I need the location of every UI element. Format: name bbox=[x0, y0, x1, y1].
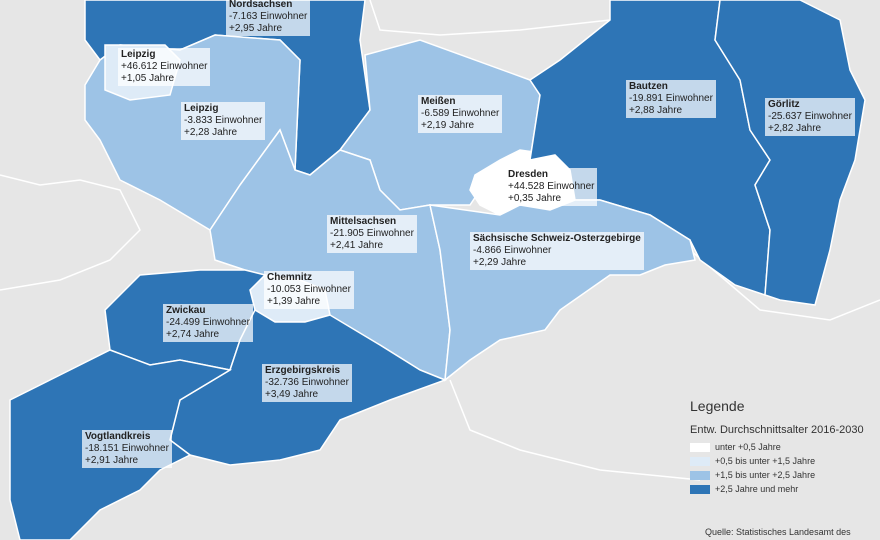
border-line bbox=[0, 174, 141, 291]
region-age: +2,41 Jahre bbox=[330, 240, 384, 251]
region-population: -4.866 Einwohner bbox=[473, 245, 552, 256]
region-label: Vogtlandkreis -18.151 Einwohner +2,91 Jahr… bbox=[82, 430, 172, 468]
region-label: Dresden +44.528 Einwohner +0,35 Jahre bbox=[505, 168, 598, 206]
border-line bbox=[449, 379, 701, 481]
legend-swatch bbox=[690, 484, 710, 494]
region-name: Nordsachsen bbox=[229, 0, 293, 10]
region-age: +2,82 Jahre bbox=[768, 123, 822, 134]
region-age: +2,74 Jahre bbox=[166, 329, 220, 340]
region-label: Erzgebirgskreis -32.736 Einwohner +3,49 Ja… bbox=[262, 364, 352, 402]
region-population: -19.891 Einwohner bbox=[629, 93, 713, 104]
region-age: +2,95 Jahre bbox=[229, 23, 283, 34]
legend-swatch bbox=[690, 456, 710, 466]
legend-items: unter +0,5 Jahre +0,5 bis unter +1,5 Jahr… bbox=[690, 440, 880, 496]
region-age: +2,88 Jahre bbox=[629, 105, 683, 116]
region-age: +3,49 Jahre bbox=[265, 389, 319, 400]
region-population: -6.589 Einwohner bbox=[421, 108, 500, 119]
legend: Legende Entw. Durchschnittsalter 2016-20… bbox=[690, 398, 880, 496]
region-label: Nordsachsen -7.163 Einwohner +2,95 Jahre bbox=[226, 0, 311, 36]
region-population: -3.833 Einwohner bbox=[184, 115, 263, 126]
legend-item: +0,5 bis unter +1,5 Jahre bbox=[690, 454, 880, 468]
legend-item: +1,5 bis unter +2,5 Jahre bbox=[690, 468, 880, 482]
region-name: Meißen bbox=[421, 96, 456, 107]
region-name: Leipzig bbox=[121, 49, 156, 60]
region-label: Zwickau -24.499 Einwohner +2,74 Jahre bbox=[163, 304, 253, 342]
region-age: +0,35 Jahre bbox=[508, 193, 562, 204]
legend-label: +1,5 bis unter +2,5 Jahre bbox=[715, 470, 816, 480]
region-age: +1,05 Jahre bbox=[121, 73, 175, 84]
region-label: Sächsische Schweiz-Osterzgebirge -4.866 E… bbox=[470, 232, 644, 270]
region-population: -25.637 Einwohner bbox=[768, 111, 852, 122]
region-label: Meißen -6.589 Einwohner +2,19 Jahre bbox=[418, 95, 503, 133]
region-name: Sächsische Schweiz-Osterzgebirge bbox=[473, 233, 641, 244]
region-population: +44.528 Einwohner bbox=[508, 181, 595, 192]
region-label: Leipzig +46.612 Einwohner +1,05 Jahre bbox=[118, 48, 211, 86]
border-line bbox=[689, 249, 880, 321]
legend-item: +2,5 Jahre und mehr bbox=[690, 482, 880, 496]
legend-label: +0,5 bis unter +1,5 Jahre bbox=[715, 456, 816, 466]
region bbox=[429, 199, 696, 382]
region-name: Dresden bbox=[508, 169, 549, 180]
region-population: -32.736 Einwohner bbox=[265, 377, 349, 388]
region-name: Mittelsachsen bbox=[330, 216, 397, 227]
region-name: Zwickau bbox=[166, 305, 206, 316]
region-name: Vogtlandkreis bbox=[85, 431, 151, 442]
legend-subtitle: Entw. Durchschnittsalter 2016-2030 bbox=[690, 424, 864, 436]
legend-label: unter +0,5 Jahre bbox=[715, 442, 781, 452]
source: Quelle: Statistisches Landesamt des bbox=[705, 527, 851, 537]
region-name: Leipzig bbox=[184, 103, 219, 114]
region-name: Görlitz bbox=[768, 99, 800, 110]
legend-swatch bbox=[690, 470, 710, 480]
legend-swatch bbox=[690, 442, 710, 452]
region-population: +46.612 Einwohner bbox=[121, 61, 208, 72]
region-age: +2,91 Jahre bbox=[85, 455, 139, 466]
region-population: -10.053 Einwohner bbox=[267, 284, 351, 295]
region-population: -24.499 Einwohner bbox=[166, 317, 250, 328]
legend-title: Legende bbox=[690, 398, 745, 414]
background-borders bbox=[0, 0, 880, 481]
region-name: Chemnitz bbox=[267, 272, 312, 283]
region-age: +2,19 Jahre bbox=[421, 120, 475, 131]
region-label: Görlitz -25.637 Einwohner +2,82 Jahre bbox=[765, 98, 855, 136]
region-age: +2,29 Jahre bbox=[473, 257, 527, 268]
border-line bbox=[369, 0, 611, 36]
legend-item: unter +0,5 Jahre bbox=[690, 440, 880, 454]
region-label: Leipzig -3.833 Einwohner +2,28 Jahre bbox=[181, 102, 266, 140]
legend-label: +2,5 Jahre und mehr bbox=[715, 484, 799, 494]
region-name: Bautzen bbox=[629, 81, 668, 92]
region-population: -21.905 Einwohner bbox=[330, 228, 414, 239]
region-age: +1,39 Jahre bbox=[267, 296, 321, 307]
region bbox=[714, 0, 866, 306]
region-label: Bautzen -19.891 Einwohner +2,88 Jahre bbox=[626, 80, 716, 118]
region-population: -7.163 Einwohner bbox=[229, 11, 308, 22]
region-name: Erzgebirgskreis bbox=[265, 365, 341, 376]
region-label: Mittelsachsen -21.905 Einwohner +2,41 Jahr… bbox=[327, 215, 417, 253]
region-population: -18.151 Einwohner bbox=[85, 443, 169, 454]
region-age: +2,28 Jahre bbox=[184, 127, 238, 138]
region-label: Chemnitz -10.053 Einwohner +1,39 Jahre bbox=[264, 271, 354, 309]
